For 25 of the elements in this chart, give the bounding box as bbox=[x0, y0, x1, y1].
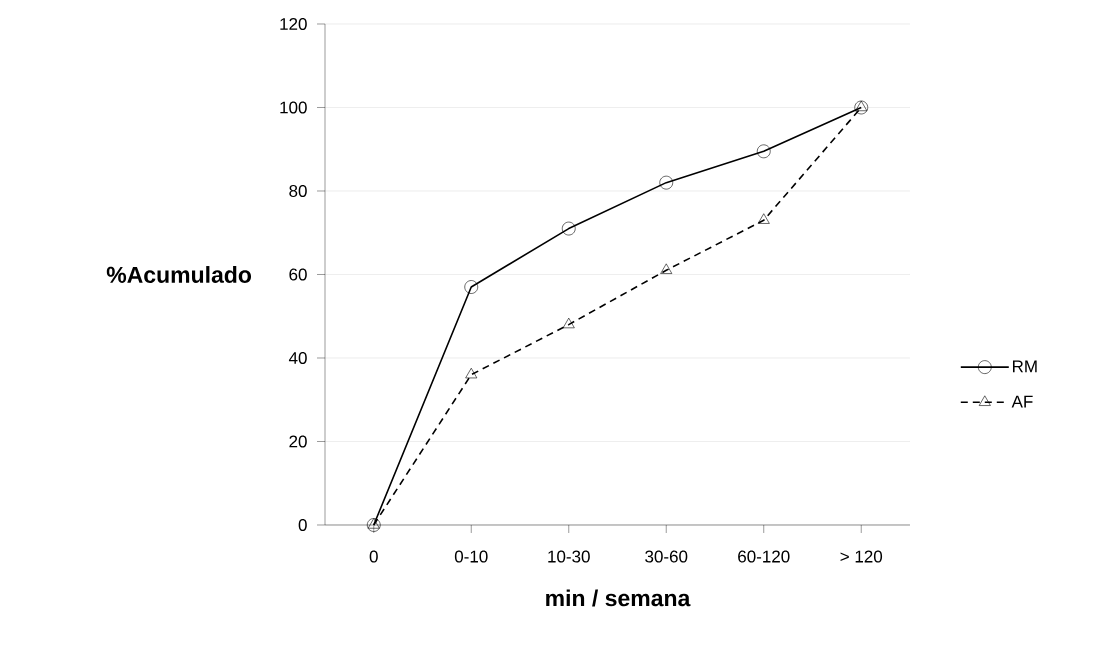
point bbox=[757, 213, 770, 224]
x-tick-label: 10-30 bbox=[548, 550, 590, 563]
x-tick-label: 60-120 bbox=[738, 550, 790, 563]
y-tick-label: 0 bbox=[298, 518, 307, 532]
y-axis-title: %Acumulado bbox=[106, 266, 252, 283]
point bbox=[464, 280, 479, 294]
y-tick-label: 40 bbox=[288, 351, 307, 365]
point bbox=[561, 221, 576, 236]
legend-label: AF bbox=[1011, 395, 1033, 408]
x-axis-title: min / semana bbox=[546, 589, 691, 607]
y-tick-label: 100 bbox=[280, 101, 307, 114]
x-tick-label: 0-10 bbox=[454, 550, 488, 563]
point bbox=[660, 263, 673, 274]
y-tick-label: 20 bbox=[289, 435, 307, 448]
y-tick-label: 60 bbox=[289, 268, 307, 281]
point bbox=[659, 175, 674, 190]
point bbox=[562, 317, 575, 329]
y-tick-label: 80 bbox=[289, 184, 307, 198]
x-tick-label: 30-60 bbox=[645, 550, 688, 563]
legend-label: RM bbox=[1012, 360, 1037, 373]
y-tick-label: 120 bbox=[280, 17, 307, 31]
point bbox=[756, 144, 771, 159]
x-tick-label: > 120 bbox=[840, 550, 883, 563]
x-tick-label: 0 bbox=[369, 550, 378, 563]
point bbox=[465, 367, 478, 379]
